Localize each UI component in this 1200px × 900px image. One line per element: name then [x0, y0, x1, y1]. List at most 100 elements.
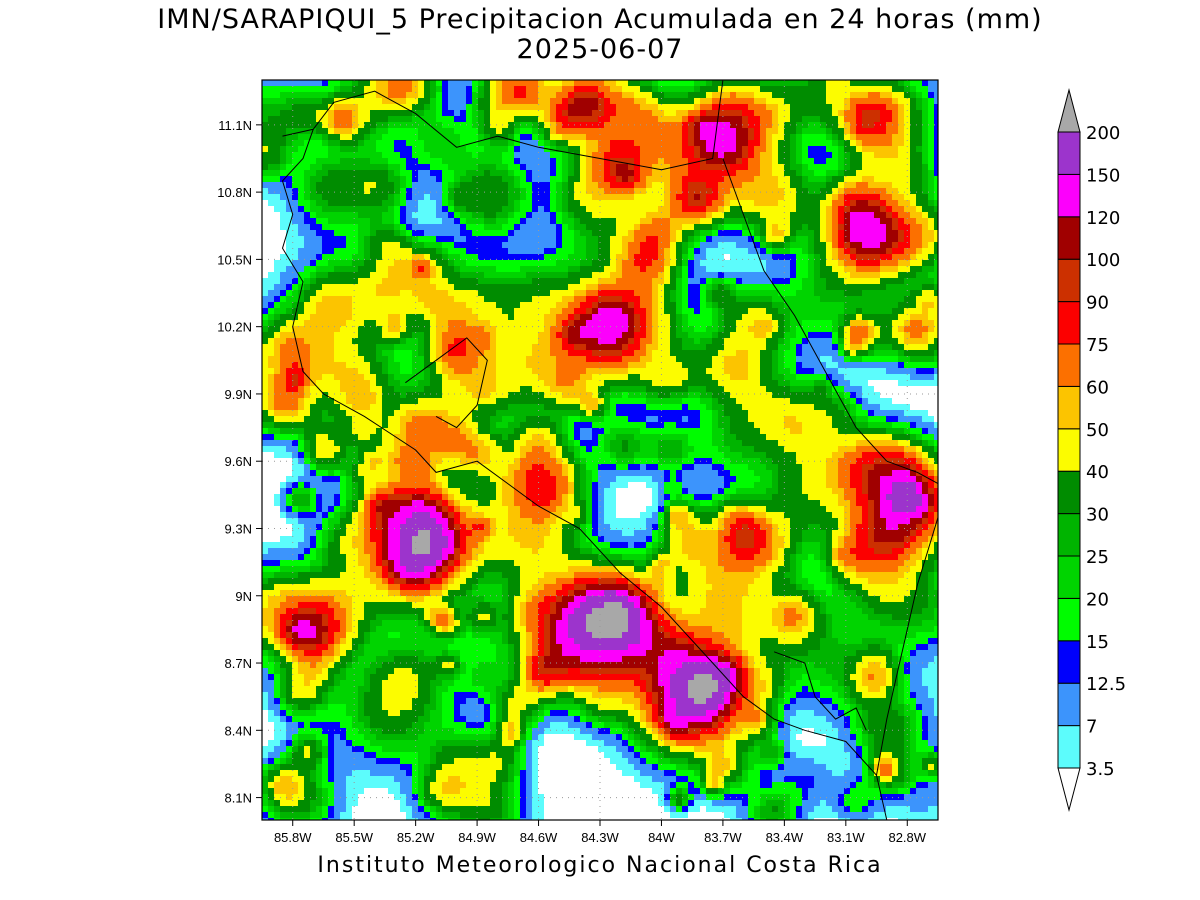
precip-cell	[334, 344, 340, 350]
precip-cell	[562, 296, 568, 302]
precip-cell	[628, 200, 634, 206]
precip-cell	[274, 290, 280, 296]
precip-cell	[556, 242, 562, 248]
precip-cell	[334, 164, 340, 170]
precip-cell	[328, 158, 334, 164]
precip-cell	[772, 176, 778, 182]
precip-cell	[622, 230, 628, 236]
precip-cell	[850, 80, 856, 86]
precip-cell	[616, 290, 622, 296]
precip-cell	[742, 236, 748, 242]
precip-cell	[802, 284, 808, 290]
precip-cell	[580, 158, 586, 164]
precip-cell	[742, 212, 748, 218]
precip-cell	[310, 290, 316, 296]
precip-cell	[520, 344, 526, 350]
precip-cell	[406, 206, 412, 212]
precip-cell	[280, 176, 286, 182]
precip-cell	[892, 296, 898, 302]
precip-cell	[664, 86, 670, 92]
precip-cell	[640, 272, 646, 278]
precip-cell	[712, 284, 718, 290]
precip-cell	[658, 212, 664, 218]
precip-cell	[532, 80, 538, 86]
precip-cell	[892, 266, 898, 272]
precip-cell	[370, 206, 376, 212]
precip-cell	[304, 152, 310, 158]
precip-cell	[550, 122, 556, 128]
precip-cell	[790, 272, 796, 278]
precip-cell	[586, 338, 592, 344]
precip-cell	[442, 170, 448, 176]
precip-cell	[778, 212, 784, 218]
precip-cell	[454, 134, 460, 140]
precip-cell	[658, 110, 664, 116]
precip-cell	[856, 86, 862, 92]
precip-cell	[934, 290, 938, 296]
precip-cell	[802, 308, 808, 314]
precip-cell	[664, 236, 670, 242]
precip-cell	[310, 236, 316, 242]
precip-cell	[880, 332, 886, 338]
precip-cell	[358, 116, 364, 122]
precip-cell	[850, 242, 856, 248]
precip-cell	[532, 320, 538, 326]
precip-cell	[514, 236, 520, 242]
precip-cell	[370, 332, 376, 338]
precip-cell	[616, 104, 622, 110]
precip-cell	[388, 248, 394, 254]
precip-cell	[760, 272, 766, 278]
precip-cell	[868, 92, 874, 98]
precip-cell	[700, 248, 706, 254]
precip-cell	[382, 236, 388, 242]
precip-cell	[436, 302, 442, 308]
precip-cell	[376, 176, 382, 182]
precip-cell	[538, 200, 544, 206]
precip-cell	[862, 224, 868, 230]
precip-cell	[682, 194, 688, 200]
precip-cell	[436, 182, 442, 188]
precip-cell	[652, 296, 658, 302]
precip-cell	[706, 128, 712, 134]
precip-cell	[280, 158, 286, 164]
precip-cell	[826, 242, 832, 248]
precip-cell	[544, 158, 550, 164]
precip-cell	[454, 266, 460, 272]
precip-cell	[268, 278, 274, 284]
precip-cell	[406, 236, 412, 242]
precip-cell	[382, 98, 388, 104]
precip-cell	[652, 104, 658, 110]
precip-cell	[394, 302, 400, 308]
precip-cell	[556, 92, 562, 98]
precip-cell	[754, 176, 760, 182]
precip-cell	[640, 284, 646, 290]
precip-cell	[532, 140, 538, 146]
precip-cell	[904, 320, 910, 326]
precip-cell	[820, 200, 826, 206]
precip-cell	[724, 146, 730, 152]
precip-cell	[688, 92, 694, 98]
precip-cell	[358, 296, 364, 302]
precip-cell	[718, 86, 724, 92]
precip-cell	[838, 98, 844, 104]
precip-cell	[706, 182, 712, 188]
precip-cell	[562, 128, 568, 134]
precip-cell	[694, 242, 700, 248]
precip-cell	[502, 296, 508, 302]
precip-cell	[388, 152, 394, 158]
precip-cell	[616, 338, 622, 344]
precip-cell	[658, 176, 664, 182]
precip-cell	[670, 152, 676, 158]
precip-cell	[580, 236, 586, 242]
precip-cell	[604, 92, 610, 98]
precip-cell	[388, 182, 394, 188]
precip-cell	[388, 284, 394, 290]
precip-cell	[934, 278, 938, 284]
precip-cell	[352, 254, 358, 260]
precip-cell	[400, 164, 406, 170]
precip-cell	[430, 302, 436, 308]
precip-cell	[760, 242, 766, 248]
precip-cell	[508, 248, 514, 254]
precip-cell	[736, 158, 742, 164]
precip-cell	[430, 134, 436, 140]
